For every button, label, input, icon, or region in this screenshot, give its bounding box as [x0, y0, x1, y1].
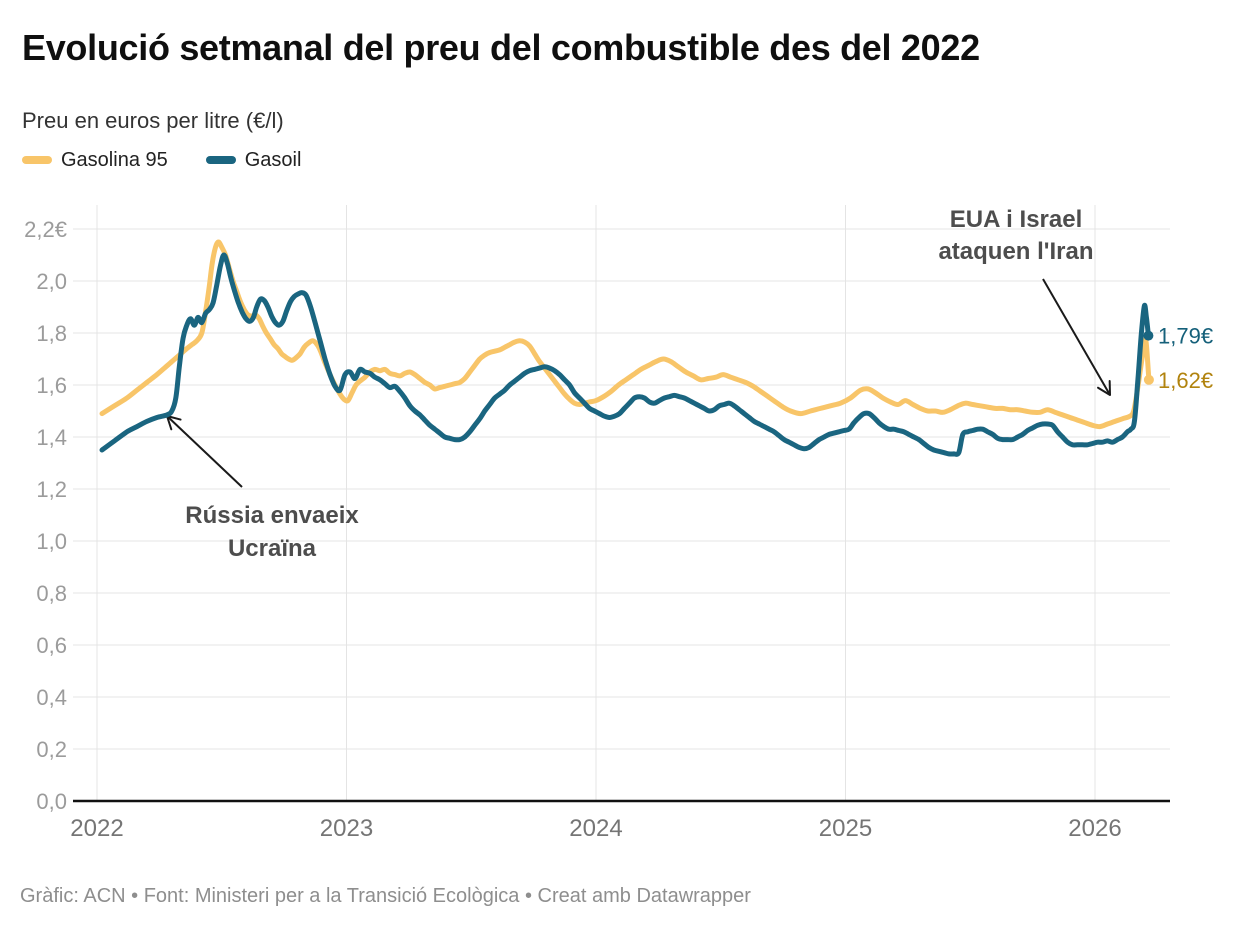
- legend-label: Gasoil: [244, 149, 302, 171]
- x-tick-label: 2023: [320, 815, 373, 842]
- y-tick-label: 2,2€: [24, 217, 67, 242]
- y-tick-label: 0,2: [36, 737, 67, 762]
- x-tick-label: 2026: [1068, 815, 1121, 842]
- annotation-arrow: [166, 415, 243, 488]
- series-end-label-gasolina-95: 1,62€: [1158, 368, 1213, 393]
- chart-credit: Gràfic: ACN • Font: Ministeri per a la T…: [20, 885, 751, 907]
- chart-subtitle: Preu en euros per litre (€/l): [22, 108, 284, 133]
- y-tick-label: 0,0: [36, 789, 67, 814]
- y-tick-label: 1,6: [36, 373, 67, 398]
- series-end-dot-gasolina-95[interactable]: [1143, 374, 1154, 385]
- x-tick-label: 2024: [569, 815, 622, 842]
- legend-item-gasolina-95: Gasolina 95: [22, 150, 168, 170]
- series-end-label-gasoil: 1,79€: [1158, 324, 1213, 349]
- series-line-gasolina-95[interactable]: [99, 239, 1152, 430]
- chart-title: Evolució setmanal del preu del combustib…: [22, 27, 980, 68]
- annotation-text: ataquen l'Iran: [938, 238, 1093, 265]
- series-end-dot-gasoil[interactable]: [1143, 330, 1154, 341]
- y-tick-label: 2,0: [36, 269, 67, 294]
- y-tick-label: 1,8: [36, 321, 67, 346]
- y-tick-label: 1,0: [36, 529, 67, 554]
- y-tick-label: 0,8: [36, 581, 67, 606]
- annotation-text: Rússia envaeix: [185, 502, 359, 529]
- x-tick-label: 2025: [819, 815, 872, 842]
- annotation-text: EUA i Israel: [950, 206, 1083, 233]
- y-tick-label: 1,4: [36, 425, 67, 450]
- y-tick-label: 0,6: [36, 633, 67, 658]
- annotation-arrow: [1042, 278, 1111, 396]
- legend: Gasolina 95 Gasoil: [22, 150, 301, 170]
- legend-item-gasoil: Gasoil: [205, 149, 302, 171]
- y-tick-label: 1,2: [36, 477, 67, 502]
- legend-label: Gasolina 95: [61, 149, 168, 171]
- legend-swatch-gasolina-95: [22, 156, 52, 164]
- annotation-arrowhead: [1097, 380, 1111, 396]
- y-tick-label: 0,4: [36, 685, 67, 710]
- series-line-gasoil[interactable]: [99, 252, 1151, 457]
- legend-swatch-gasoil: [205, 156, 236, 164]
- annotation-text: Ucraïna: [228, 535, 317, 562]
- x-tick-label: 2022: [70, 815, 123, 842]
